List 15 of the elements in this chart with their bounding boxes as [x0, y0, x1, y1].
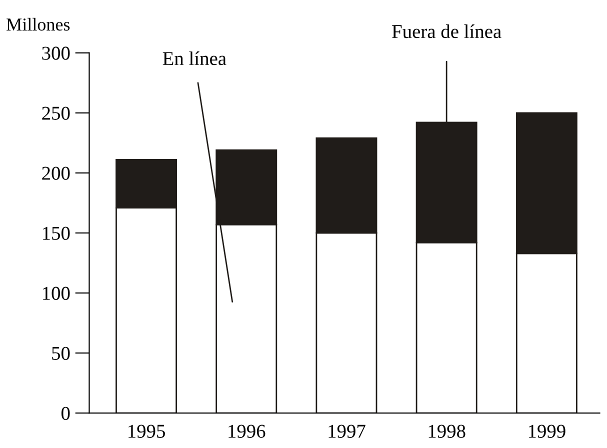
x-tick-label: 1997: [328, 424, 366, 438]
y-tick-label: 100: [43, 286, 70, 300]
y-tick-label: 150: [43, 226, 70, 240]
y-tick-label: 200: [42, 166, 70, 180]
x-tick-label: 1996: [228, 424, 266, 438]
x-tick-label: 1995: [128, 424, 165, 438]
y-tick-label: 250: [42, 106, 70, 120]
x-tick-label: 1999: [528, 424, 566, 438]
y-tick-label: 50: [52, 346, 70, 360]
text: En línea: [162, 51, 226, 66]
y-tick-label: 300: [42, 46, 70, 60]
y-tick-label: 0: [62, 406, 70, 420]
x-tick-label: 1998: [428, 424, 466, 438]
text: Fuera de línea: [392, 24, 502, 38]
y-axis-title: Millones: [6, 18, 70, 31]
